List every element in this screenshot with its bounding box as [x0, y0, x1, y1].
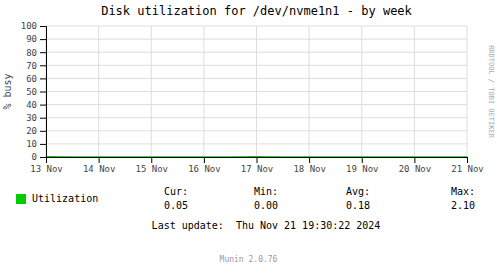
legend-swatch: [16, 194, 26, 204]
tick-mark: [40, 92, 46, 93]
grid-line-x: [203, 26, 204, 157]
y-tick-label: 80: [26, 48, 37, 58]
grid-line-x: [309, 26, 310, 157]
y-tick: 0: [32, 152, 46, 162]
y-tick-label: 50: [26, 87, 37, 97]
x-tick-label: 13 Nov: [30, 164, 63, 174]
x-tick: 18 Nov: [293, 157, 326, 174]
y-axis: 0 10 20 30 40 50 60 70 80 90 100: [21, 21, 47, 162]
x-tick: 17 Nov: [241, 157, 274, 174]
stat-value: 0.00: [254, 200, 278, 211]
grid: [46, 26, 467, 157]
tick-mark: [99, 157, 100, 163]
y-tick: 40: [26, 100, 46, 110]
tick-mark: [204, 157, 205, 163]
tick-mark: [40, 118, 46, 119]
y-tick-label: 30: [26, 113, 37, 123]
plot-area: [46, 156, 467, 157]
grid-line-x: [361, 26, 362, 157]
y-tick: 30: [26, 113, 46, 123]
x-tick: 14 Nov: [83, 157, 116, 174]
y-tick-label: 90: [26, 34, 37, 44]
y-tick: 90: [26, 34, 46, 44]
watermark: RRDTOOL / TOBI OETIKER: [487, 45, 495, 139]
axis-domain: [47, 158, 468, 164]
y-tick: 70: [26, 61, 46, 71]
y-tick-label: 100: [21, 21, 37, 31]
tick-mark: [40, 65, 46, 66]
y-tick: 50: [26, 87, 46, 97]
tick-mark: [362, 157, 363, 163]
tick-mark: [40, 105, 46, 106]
stat-name: Avg:: [346, 186, 370, 197]
x-tick-label: 18 Nov: [293, 164, 326, 174]
grid-line-x: [414, 26, 415, 157]
tick-mark: [257, 157, 258, 163]
y-tick-label: 40: [26, 100, 37, 110]
y-tick: 20: [26, 126, 46, 136]
tick-mark: [40, 39, 46, 40]
x-tick-label: 15 Nov: [135, 164, 168, 174]
x-axis: 13 Nov 14 Nov 15 Nov 16 Nov 17 Nov 18 Nov 19 N…: [30, 157, 484, 174]
tick-mark: [40, 131, 46, 132]
version: Munin 2.0.76: [220, 255, 278, 264]
x-tick-label: 19 Nov: [346, 164, 379, 174]
line: [46, 156, 467, 157]
tick-mark: [467, 157, 468, 163]
area: [46, 156, 467, 157]
tick-mark: [151, 157, 152, 163]
chart: Disk utilization for /dev/nvme1n1 - by w…: [0, 0, 497, 275]
grid-line-x: [98, 26, 99, 157]
x-tick: 21 Nov: [451, 157, 484, 174]
y-tick-label: 60: [26, 74, 37, 84]
x-tick-label: 21 Nov: [451, 164, 484, 174]
stat-value: 2.10: [451, 200, 475, 211]
tick-mark: [40, 157, 46, 158]
x-tick: 19 Nov: [346, 157, 379, 174]
x-tick-label: 16 Nov: [188, 164, 221, 174]
y-tick-label: 0: [32, 152, 37, 162]
y-tick-label: 20: [26, 126, 37, 136]
stat-value: 0.05: [164, 200, 188, 211]
last-update: Last update: Thu Nov 21 19:30:22 2024: [152, 220, 381, 231]
stat-name: Cur:: [164, 186, 188, 197]
tick-mark: [40, 26, 46, 27]
axis-domain: [40, 27, 47, 158]
title: Disk utilization for /dev/nvme1n1 - by w…: [101, 4, 412, 18]
y-axis-label: % busy: [2, 73, 13, 109]
y-tick-label: 70: [26, 61, 37, 71]
legend-label: Utilization: [32, 193, 98, 204]
legend: Utilization: [16, 193, 98, 204]
tick-mark: [309, 157, 310, 163]
x-tick: 15 Nov: [135, 157, 168, 174]
y-tick: 10: [26, 139, 46, 149]
x-tick-label: 20 Nov: [399, 164, 432, 174]
tick-mark: [40, 144, 46, 145]
grid-line-x: [256, 26, 257, 157]
y-tick: 100: [21, 21, 46, 31]
grid-line-x: [467, 26, 468, 157]
tick-mark: [414, 157, 415, 163]
stat-name: Min:: [254, 186, 278, 197]
stat-value: 0.18: [346, 200, 370, 211]
y-tick: 60: [26, 74, 46, 84]
stat-name: Max:: [451, 186, 475, 197]
grid-line-x: [151, 26, 152, 157]
x-tick: 20 Nov: [399, 157, 432, 174]
y-tick-label: 10: [26, 139, 37, 149]
y-tick: 80: [26, 48, 46, 58]
x-tick-label: 17 Nov: [241, 164, 274, 174]
tick-mark: [40, 78, 46, 79]
tick-mark: [40, 52, 46, 53]
x-tick: 16 Nov: [188, 157, 221, 174]
x-tick-label: 14 Nov: [83, 164, 116, 174]
